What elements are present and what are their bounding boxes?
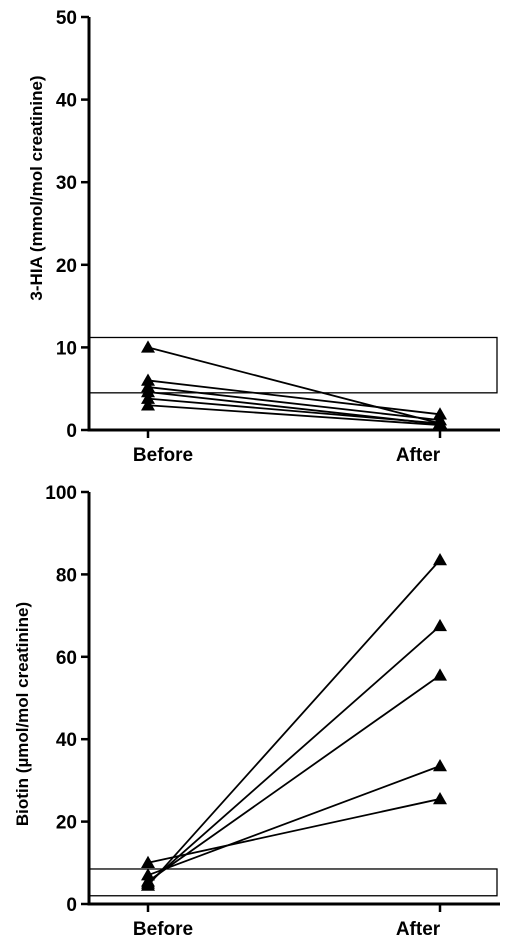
x-tick-label-after: After [396,445,441,466]
series-line [147,404,441,426]
data-point-after [433,418,447,431]
data-point-before [141,373,155,386]
y-tick-label: 80 [56,565,77,586]
y-tick-label: 40 [56,730,77,751]
data-point-after [433,618,447,632]
data-point-before [141,855,155,869]
y-tick-label: 50 [56,8,77,29]
y-axis-label: 3-HIA (mmol/mol creatinine) [27,75,46,300]
data-point-before [141,398,155,411]
y-tick-label: 0 [66,421,77,442]
x-tick-label-after: After [396,919,441,939]
y-tick-label: 40 [56,91,77,112]
data-point-before [141,340,155,353]
chart-biotin: Biotin (µmol/mol creatinine) Before Afte… [13,483,500,939]
y-tick-label: 30 [56,173,77,194]
series-line [147,674,441,883]
y-axis-label: Biotin (µmol/mol creatinine) [13,602,32,826]
x-tick-label-before: Before [133,445,193,466]
series-line [147,346,441,425]
chart-3hia: 3-HIA (mmol/mol creatinine) Before After… [27,8,500,466]
data-point-before [141,878,155,891]
data-point-after [433,552,447,566]
y-tick-label: 20 [56,256,77,277]
series-line [147,397,441,425]
series-line [147,386,441,421]
y-tick-label: 10 [56,338,77,359]
data-point-after [433,791,447,805]
x-tick-label-before: Before [133,919,193,939]
series-line [147,379,441,416]
data-point-after [433,758,447,772]
y-tick-label: 100 [45,483,77,504]
data-point-before [141,391,155,404]
data-point-before [141,868,155,881]
series-line [147,559,441,887]
data-point-before [141,385,155,398]
y-tick-label: 20 [56,813,77,834]
series-line [147,765,441,877]
series-line [147,798,441,864]
series-line [147,625,441,885]
data-point-after [433,668,447,681]
y-tick-label: 60 [56,648,77,669]
y-tick-label: 0 [66,895,77,916]
